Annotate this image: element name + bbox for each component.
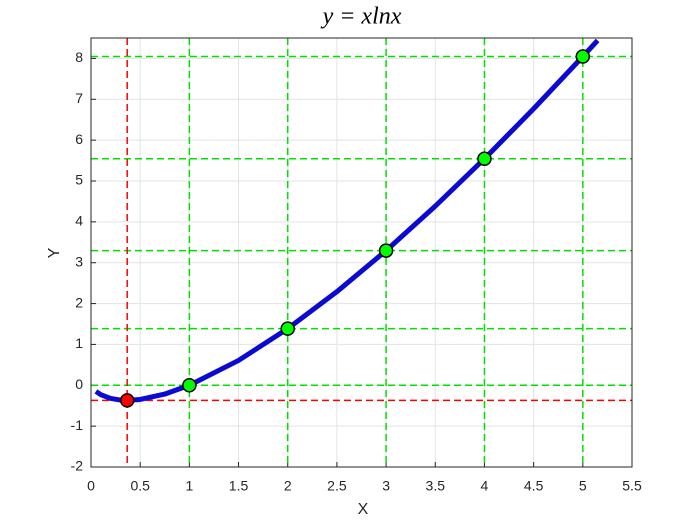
x-tick-label: 5.5 bbox=[622, 478, 642, 494]
x-tick-label: 1 bbox=[185, 478, 193, 494]
plot-area bbox=[91, 38, 632, 467]
x-tick-label: 4 bbox=[481, 478, 489, 494]
point-marker bbox=[477, 151, 492, 166]
x-tick-label: 1.5 bbox=[229, 478, 249, 494]
curve bbox=[94, 38, 600, 403]
y-tick-label: -2 bbox=[71, 458, 84, 474]
x-tick-label: 2 bbox=[284, 478, 292, 494]
y-tick-label: 5 bbox=[75, 172, 83, 188]
y-tick-label: 0 bbox=[75, 376, 83, 392]
x-tick-label: 5 bbox=[579, 478, 587, 494]
y-tick-label: 2 bbox=[75, 294, 83, 310]
y-tick-label: 7 bbox=[75, 90, 83, 106]
point-marker bbox=[182, 378, 197, 393]
y-tick-label: 6 bbox=[75, 131, 83, 147]
x-tick-label: 3 bbox=[382, 478, 390, 494]
x-axis-label: X bbox=[358, 501, 369, 518]
x-tick-label: 0 bbox=[87, 478, 95, 494]
x-tick-label: 2.5 bbox=[327, 478, 347, 494]
point-marker bbox=[119, 393, 135, 408]
x-tick-label: 0.5 bbox=[130, 478, 150, 494]
y-tick-label: -1 bbox=[71, 417, 84, 433]
x-tick-label: 3.5 bbox=[426, 478, 446, 494]
y-tick-label: 1 bbox=[75, 335, 83, 351]
y-tick-label: 3 bbox=[75, 253, 83, 269]
point-marker bbox=[280, 321, 295, 336]
x-tick-label: 4.5 bbox=[524, 478, 544, 494]
y-tick-label: 4 bbox=[75, 213, 83, 229]
axes-box bbox=[90, 37, 633, 468]
y-tick-label: 8 bbox=[75, 49, 83, 65]
point-marker bbox=[575, 49, 591, 64]
point-marker bbox=[378, 243, 394, 258]
y-axis-label: Y bbox=[46, 247, 63, 258]
chart-title: y = xlnx bbox=[321, 4, 402, 30]
